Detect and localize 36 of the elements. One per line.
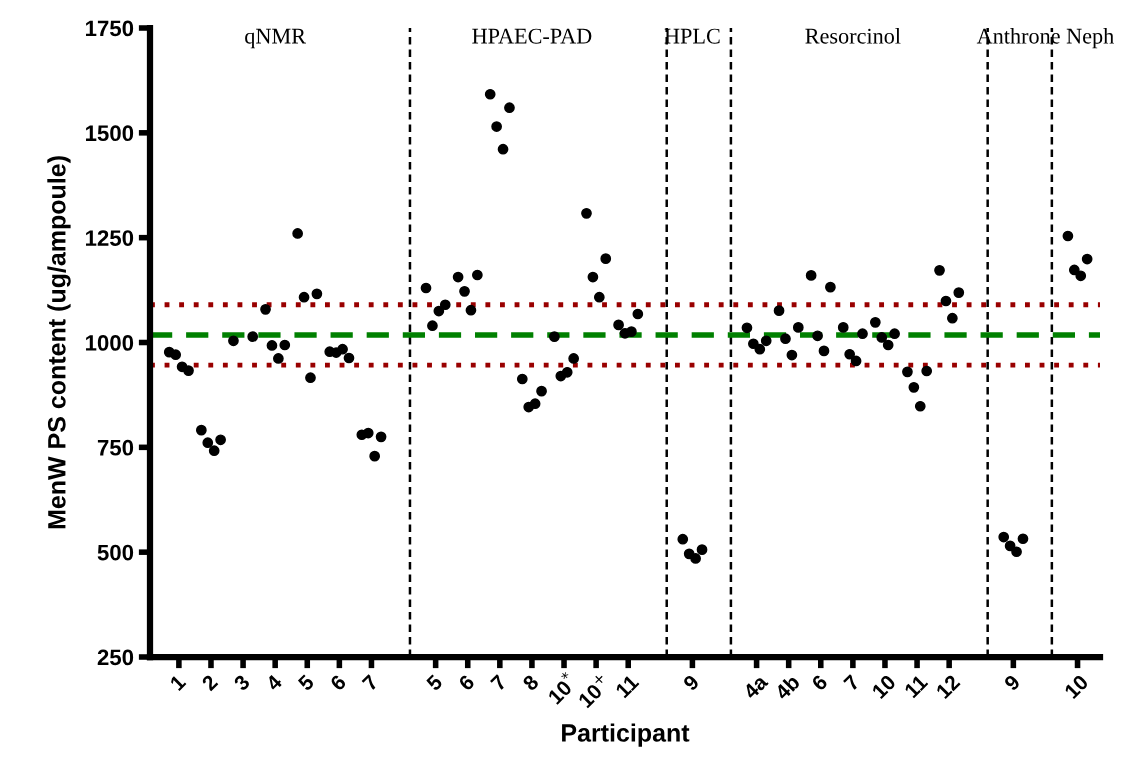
x-tick-label: 3 [232, 673, 251, 692]
annotation: Resorcinol [805, 28, 901, 44]
x-tick-label: 11 [615, 673, 640, 699]
x-tick-label: 7 [361, 674, 379, 692]
x-tick-label: 7 [490, 674, 508, 692]
annotation: HPLC [664, 28, 720, 44]
y-tick-label: 1000 [86, 335, 134, 351]
annotation: Anthrone Neph [976, 28, 1114, 49]
x-tick-label: 11 [903, 673, 929, 699]
x-tick-label: 6 [329, 673, 347, 692]
x-tick-label: 8 [521, 673, 540, 692]
y-tick-label: 1250 [86, 230, 134, 246]
x-tick-label: 12 [935, 673, 961, 700]
x-tick-label: 4 [264, 673, 283, 692]
x-tick-label: 1 [169, 673, 187, 691]
annotation: qNMR [245, 28, 306, 49]
x-tick-label: 5 [425, 673, 444, 692]
x-tick-label: 6 [810, 673, 829, 692]
x-tick-label: 9 [682, 673, 700, 692]
x-tick-label: 10 [871, 673, 897, 700]
y-tick-label: 250 [97, 649, 134, 666]
y-tick-label: 1750 [86, 20, 134, 37]
x-tick-label: 4b [773, 673, 801, 701]
y-tick-label: 500 [97, 544, 134, 561]
x-tick-label: 4a [742, 673, 769, 700]
x-tick-label: 7 [843, 674, 861, 692]
x-tick-label: 10 [1063, 673, 1090, 700]
x-tick-label: 6 [457, 673, 476, 692]
x-tick-label: 9 [1003, 673, 1021, 692]
annotation: HPAEC-PAD [472, 28, 592, 44]
y-tick-label: 1500 [86, 125, 134, 142]
y-axis-title: MenW PS content (ug/ampoule) [47, 156, 71, 529]
x-axis-title: Participant [562, 723, 690, 747]
y-tick-label: 750 [97, 439, 134, 456]
x-tick-label: 5 [297, 673, 315, 692]
x-tick-label: 2 [200, 673, 219, 692]
